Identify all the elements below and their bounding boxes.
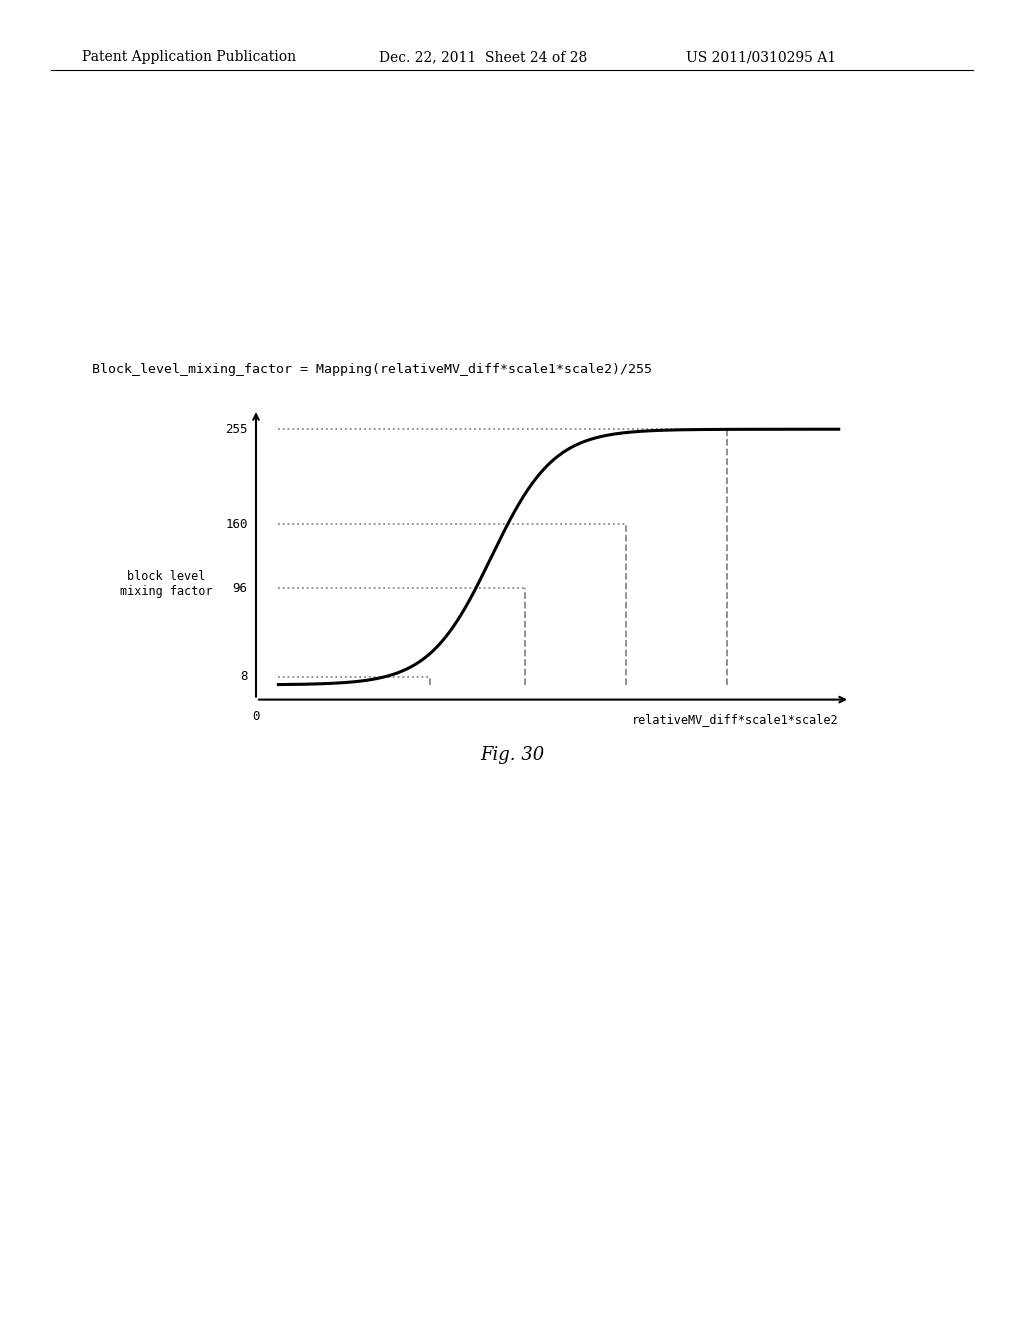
Text: 160: 160 bbox=[225, 517, 248, 531]
Text: relativeMV_diff*scale1*scale2: relativeMV_diff*scale1*scale2 bbox=[632, 713, 839, 726]
Text: Block_level_mixing_factor = Mapping(relativeMV_diff*scale1*scale2)/255: Block_level_mixing_factor = Mapping(rela… bbox=[92, 363, 652, 376]
Text: US 2011/0310295 A1: US 2011/0310295 A1 bbox=[686, 50, 837, 65]
Text: Fig. 30: Fig. 30 bbox=[480, 746, 544, 764]
Text: 8: 8 bbox=[240, 671, 248, 682]
Text: 255: 255 bbox=[225, 422, 248, 436]
Text: block level
mixing factor: block level mixing factor bbox=[120, 570, 213, 598]
Text: Patent Application Publication: Patent Application Publication bbox=[82, 50, 296, 65]
Text: 96: 96 bbox=[232, 582, 248, 595]
Text: Dec. 22, 2011  Sheet 24 of 28: Dec. 22, 2011 Sheet 24 of 28 bbox=[379, 50, 587, 65]
Text: 0: 0 bbox=[252, 710, 260, 722]
